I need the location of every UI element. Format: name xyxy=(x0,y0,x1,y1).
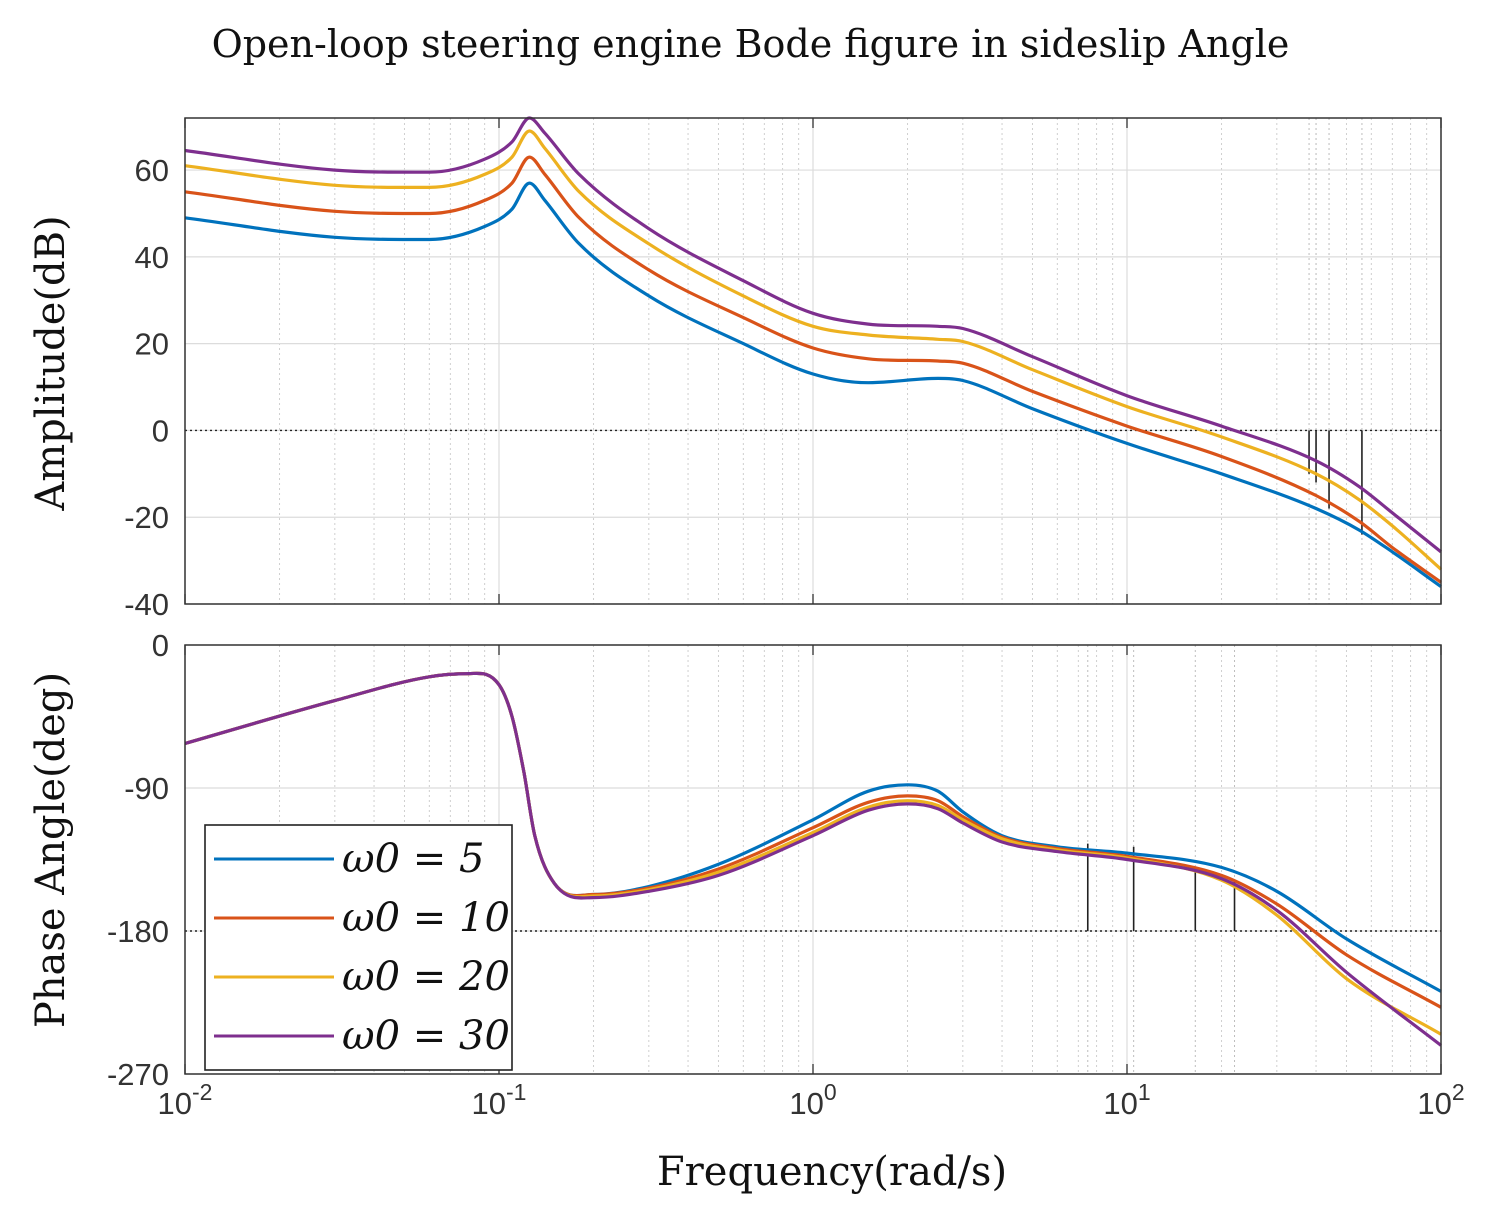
y-tick-label: 60 xyxy=(135,153,169,188)
x-tick-label: 10-1 xyxy=(472,1079,527,1121)
legend-entry: ω0 = 10 xyxy=(342,895,510,941)
magnitude-series xyxy=(184,116,1443,588)
y-tick-label: 20 xyxy=(135,327,169,362)
phase-series xyxy=(184,671,1442,1047)
y-tick-label: -40 xyxy=(124,587,169,622)
x-axis-label: Frequency(rad/s) xyxy=(657,1149,1007,1195)
y-tick-label: -90 xyxy=(124,771,169,806)
series-line xyxy=(184,116,1443,554)
series-line xyxy=(184,671,1442,1047)
legend-entry: ω0 = 30 xyxy=(342,1013,510,1059)
y-tick-label: 0 xyxy=(152,413,169,448)
y-tick-label: 40 xyxy=(135,240,169,275)
series-line xyxy=(184,155,1442,584)
legend-box xyxy=(204,824,513,1071)
y-tick-label: -20 xyxy=(124,500,169,535)
legend-entry: ω0 = 5 xyxy=(342,836,484,882)
y-tick-label: -180 xyxy=(107,914,169,949)
legend-entry: ω0 = 20 xyxy=(342,954,510,1000)
x-tick-label: 10-2 xyxy=(158,1079,213,1121)
x-tick-label: 100 xyxy=(789,1079,836,1121)
y-tick-label: 0 xyxy=(152,628,169,663)
x-tick-label: 101 xyxy=(1103,1079,1150,1121)
series-line xyxy=(184,129,1443,571)
phase-y-axis-label: Phase Angle(deg) xyxy=(28,672,74,1028)
chart-title: Open-loop steering engine Bode figure in… xyxy=(211,22,1290,66)
magnitude-y-axis-label: Amplitude(dB) xyxy=(28,215,74,511)
y-tick-label: -270 xyxy=(107,1057,169,1092)
series-line xyxy=(184,181,1442,588)
magnitude-grid xyxy=(184,118,1442,605)
legend: ω0 = 5 ω0 = 10 ω0 = 20 ω0 = 30 xyxy=(204,824,513,1071)
x-tick-label: 102 xyxy=(1417,1079,1464,1121)
